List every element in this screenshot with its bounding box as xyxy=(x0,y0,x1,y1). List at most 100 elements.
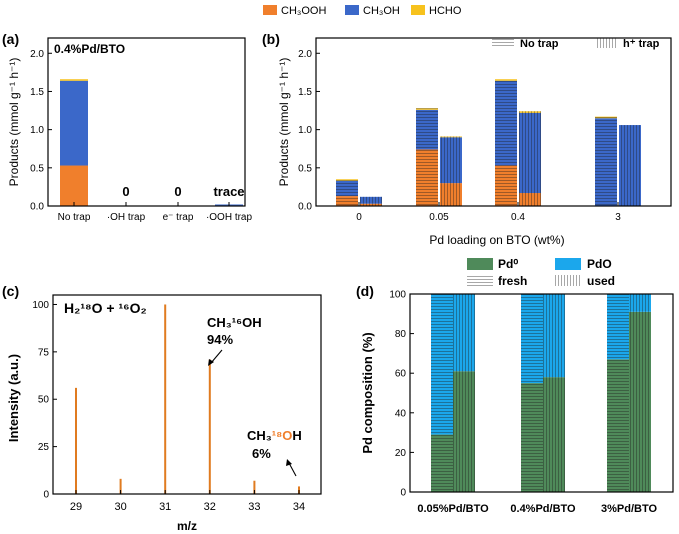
annotation-e-trap: 0 xyxy=(174,184,181,199)
ytick-label-c-0: 0 xyxy=(43,490,49,501)
bar-b-hatch-3-1-1 xyxy=(619,125,641,206)
bar-d-hatch-2-0-1 xyxy=(607,294,629,360)
bar-d-hatch-1-1-1 xyxy=(543,294,565,378)
chart-a: Products (mmol g⁻¹ h⁻¹) 0.4%Pd/BTO 0.0 0.… xyxy=(7,37,253,223)
axes-frame-c xyxy=(52,294,322,495)
ylabel-a: Products (mmol g⁻¹ h⁻¹) xyxy=(7,58,21,187)
legend-swatch-pd0 xyxy=(467,258,493,270)
bar-d-hatch-0-1-0 xyxy=(453,371,475,492)
xtick-label-c-5: 34 xyxy=(293,501,305,513)
legend-swatch-ch3ooh xyxy=(263,5,277,15)
panel-label-b: (b) xyxy=(262,31,280,47)
xtick-label-b-2: 0.4 xyxy=(511,212,525,223)
annotation-ch3-16oh: CH₃¹⁶OH 94% xyxy=(207,315,262,366)
ylabel-c: Intensity (a.u.) xyxy=(6,354,21,442)
top-legend: CH₃OOH CH₃OH HCHO xyxy=(263,5,462,17)
annotation-ch3-18oh: CH₃¹⁸OH 6% xyxy=(247,428,302,477)
ytick-label-c-3: 75 xyxy=(38,347,50,358)
bar-b-hatch-3-0-1 xyxy=(595,118,617,206)
xtick-label-c-4: 33 xyxy=(248,501,260,513)
ytick-label-d-5: 100 xyxy=(389,290,406,301)
annotation-oh-trap: 0 xyxy=(122,184,129,199)
bar-b-hatch-1-0-1 xyxy=(416,109,438,150)
legend-label-h-trap: h⁺ trap xyxy=(623,38,660,50)
xtick-label-d-2: 3%Pd/BTO xyxy=(601,503,657,515)
subtitle-a: 0.4%Pd/BTO xyxy=(54,42,125,56)
legend-d: Pd⁰ PdO fresh used xyxy=(467,257,615,288)
annotation-ch3-18oh-label: CH₃¹⁸OH xyxy=(247,428,302,443)
bar-b-hatch-1-1-0 xyxy=(440,183,462,206)
title-c: H₂¹⁸O + ¹⁶O₂ xyxy=(64,300,147,316)
annotation-94-percent: 94% xyxy=(207,332,233,347)
legend-label-ch3ooh: CH₃OOH xyxy=(281,5,326,17)
bar-b-hatch-1-0-0 xyxy=(416,149,438,206)
xtick-label-a-3: ·OOH trap xyxy=(206,212,253,223)
ytick-label-b-4: 2.0 xyxy=(298,49,312,60)
legend-label-ch3oh: CH₃OH xyxy=(363,5,400,17)
xtick-label-d-0: 0.05%Pd/BTO xyxy=(417,503,489,515)
peak-c-31 xyxy=(164,304,167,494)
ytick-label-a-1: 0.5 xyxy=(30,163,44,174)
legend-label-no-trap: No trap xyxy=(520,38,559,50)
panel-label-c: (c) xyxy=(2,283,19,299)
axes-frame-a xyxy=(47,37,246,207)
ylabel-d: Pd composition (%) xyxy=(360,332,375,453)
ytick-label-d-3: 60 xyxy=(395,369,407,380)
ytick-label-b-2: 1.0 xyxy=(298,125,312,136)
peak-c-33 xyxy=(253,480,256,494)
legend-swatch-hcho xyxy=(411,5,425,15)
bar-d-hatch-1-0-1 xyxy=(521,294,543,384)
bar-d-hatch-0-0-1 xyxy=(431,294,453,435)
ytick-label-d-2: 40 xyxy=(395,408,407,419)
ytick-label-b-3: 1.5 xyxy=(298,87,312,98)
ytick-label-a-4: 2.0 xyxy=(30,49,44,60)
xlabel-c: m/z xyxy=(177,519,197,533)
xtick-label-a-2: e⁻ trap xyxy=(163,212,194,223)
xtick-label-d-1: 0.4%Pd/BTO xyxy=(510,503,576,515)
legend-label-hcho: HCHO xyxy=(429,5,462,17)
bar-b-hatch-0-1-1 xyxy=(360,196,382,204)
chart-c: Intensity (a.u.) m/z H₂¹⁸O + ¹⁶O₂ 0 25 50 7… xyxy=(6,294,322,533)
annotation-arrowhead-6 xyxy=(286,459,292,466)
bar-b-hatch-1-1-2 xyxy=(440,136,462,138)
peak-c-29 xyxy=(75,387,77,494)
bar-d-hatch-2-0-0 xyxy=(607,359,629,492)
xtick-label-a-0: No trap xyxy=(58,212,91,223)
bar-d-hatch-2-1-1 xyxy=(629,294,651,312)
bar-b-hatch-1-1-1 xyxy=(440,137,462,184)
panel-label-a: (a) xyxy=(2,31,19,47)
bar-b-hatch-2-1-2 xyxy=(519,111,541,113)
annotation-arrow-94 xyxy=(210,349,223,364)
bar-b-hatch-0-0-2 xyxy=(336,179,358,181)
ytick-label-b-1: 0.5 xyxy=(298,163,312,174)
bar-b-hatch-0-0-0 xyxy=(336,196,358,206)
annotation-arrowhead-94 xyxy=(208,359,214,366)
bar-d-hatch-0-1-1 xyxy=(453,294,475,372)
bar-a-0-0 xyxy=(60,165,88,206)
xtick-label-c-2: 31 xyxy=(159,501,171,513)
bar-a-0-2 xyxy=(60,79,88,81)
bar-b-hatch-2-0-1 xyxy=(495,80,517,166)
bar-b-hatch-0-0-1 xyxy=(336,180,358,197)
xtick-label-a-1: ·OH trap xyxy=(107,212,146,223)
legend-swatch-pdo xyxy=(555,258,581,270)
legend-label-pdo: PdO xyxy=(587,257,612,271)
bar-b-hatch-3-0-2 xyxy=(595,116,617,119)
peak-c-30 xyxy=(119,478,122,494)
ytick-label-a-0: 0.0 xyxy=(30,202,44,213)
axes-frame-d xyxy=(409,293,674,493)
ytick-label-c-1: 25 xyxy=(38,442,50,453)
ytick-label-a-2: 1.0 xyxy=(30,125,44,136)
xtick-label-b-1: 0.05 xyxy=(429,212,449,223)
bar-b-hatch-2-0-2 xyxy=(495,79,517,81)
legend-swatch-h-trap xyxy=(595,38,617,48)
ytick-label-a-3: 1.5 xyxy=(30,87,44,98)
bar-d-hatch-1-1-0 xyxy=(543,377,565,492)
ytick-label-d-0: 0 xyxy=(400,488,406,499)
bar-a-0-1 xyxy=(60,80,88,166)
ytick-label-d-4: 80 xyxy=(395,329,407,340)
legend-swatch-fresh xyxy=(467,275,493,286)
axes-frame-b xyxy=(315,37,672,207)
annotation-6-percent: 6% xyxy=(252,446,271,461)
ytick-label-d-1: 20 xyxy=(395,448,407,459)
